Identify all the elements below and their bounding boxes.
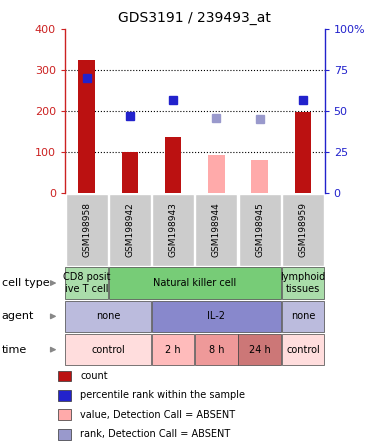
Text: 8 h: 8 h xyxy=(209,345,224,355)
Bar xyxy=(58,429,71,440)
Text: control: control xyxy=(91,345,125,355)
Bar xyxy=(282,301,324,332)
Text: control: control xyxy=(286,345,320,355)
Bar xyxy=(58,371,71,381)
Bar xyxy=(252,160,268,193)
Text: GSM198943: GSM198943 xyxy=(169,202,178,257)
Bar xyxy=(165,137,181,193)
Bar xyxy=(239,194,281,266)
Bar xyxy=(65,301,151,332)
Bar xyxy=(152,334,194,365)
Text: count: count xyxy=(80,371,108,381)
Bar xyxy=(109,267,281,299)
Bar xyxy=(282,267,324,299)
Bar xyxy=(196,194,237,266)
Text: none: none xyxy=(291,311,315,321)
Bar xyxy=(195,334,237,365)
Bar xyxy=(282,194,324,266)
Text: 24 h: 24 h xyxy=(249,345,270,355)
Bar xyxy=(239,334,281,365)
Text: IL-2: IL-2 xyxy=(207,311,226,321)
Text: rank, Detection Call = ABSENT: rank, Detection Call = ABSENT xyxy=(80,429,230,439)
Text: CD8 posit
ive T cell: CD8 posit ive T cell xyxy=(63,272,110,294)
Text: agent: agent xyxy=(2,311,34,321)
Text: 2 h: 2 h xyxy=(165,345,181,355)
Bar xyxy=(208,155,225,193)
Bar xyxy=(282,334,324,365)
Text: lymphoid
tissues: lymphoid tissues xyxy=(280,272,326,294)
Bar xyxy=(122,152,138,193)
Text: GSM198959: GSM198959 xyxy=(299,202,308,257)
Text: none: none xyxy=(96,311,121,321)
Text: cell type: cell type xyxy=(2,278,49,288)
Bar xyxy=(58,390,71,401)
Text: GSM198942: GSM198942 xyxy=(125,202,134,257)
Text: Natural killer cell: Natural killer cell xyxy=(153,278,236,288)
Bar xyxy=(65,267,108,299)
Text: time: time xyxy=(2,345,27,355)
Bar xyxy=(65,334,151,365)
Text: GSM198945: GSM198945 xyxy=(255,202,264,257)
Bar xyxy=(152,301,281,332)
Bar xyxy=(152,194,194,266)
Bar xyxy=(109,194,151,266)
Title: GDS3191 / 239493_at: GDS3191 / 239493_at xyxy=(118,11,271,25)
Bar xyxy=(66,194,108,266)
Bar xyxy=(58,409,71,420)
Bar xyxy=(78,59,95,193)
Text: GSM198944: GSM198944 xyxy=(212,202,221,257)
Text: GSM198958: GSM198958 xyxy=(82,202,91,257)
Text: value, Detection Call = ABSENT: value, Detection Call = ABSENT xyxy=(80,410,235,420)
Text: percentile rank within the sample: percentile rank within the sample xyxy=(80,390,245,400)
Bar xyxy=(295,112,311,193)
